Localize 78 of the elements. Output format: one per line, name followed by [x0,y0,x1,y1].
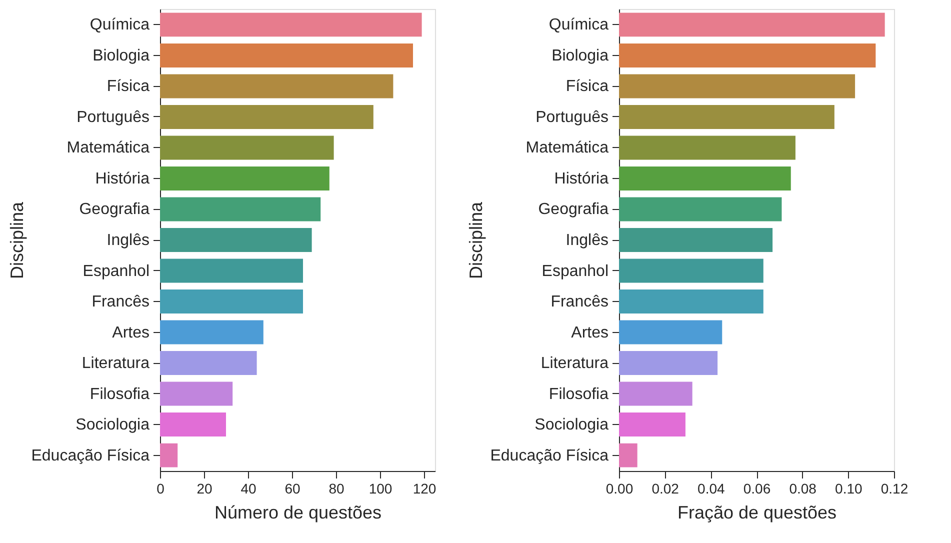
y-tick-label: Filosofia [548,386,609,403]
bar [619,351,718,376]
y-tick-label: Artes [571,324,608,342]
bar [160,320,264,344]
bar [619,12,885,37]
y-tick-label: Matemática [526,140,609,157]
bar [619,412,686,437]
bar [619,166,791,190]
x-tick-label: 0.04 [698,480,726,496]
x-tick-label: 0.00 [606,480,634,496]
y-tick-label: História [554,170,609,188]
y-tick-label: Francês [92,294,150,311]
bar [619,43,876,68]
x-axis-title: Número de questões [214,502,382,522]
bar [160,443,178,468]
y-tick-label: Sociologia [534,416,609,434]
y-tick-label: Filosofia [90,386,150,403]
bar [160,12,422,37]
bar [160,74,394,98]
bar [619,290,764,314]
y-tick-label: Literatura [82,355,150,372]
bar [160,197,321,222]
y-axis-title: Disciplina [466,201,486,280]
x-tick-label: 0.10 [835,480,863,496]
y-tick-label: Francês [550,294,608,311]
bar [619,74,856,98]
y-tick-label: Química [548,16,609,34]
bar [619,320,722,344]
bar [160,412,226,437]
x-tick-label: 0.12 [880,480,908,496]
x-tick-label: 0 [156,480,165,496]
bar [619,197,782,222]
x-tick-label: 20 [196,480,212,496]
y-tick-label: Biologia [92,47,150,64]
y-tick-label: Física [106,78,150,96]
x-axis-title: Fração de questões [677,502,837,522]
bar [619,382,692,406]
y-tick-label: Educação Física [490,447,609,464]
x-tick-label: 60 [284,480,300,496]
bar [160,104,374,129]
y-tick-label: Educação Física [31,447,150,464]
bar [160,166,330,190]
x-tick-label: 40 [240,480,256,496]
bar [160,290,303,314]
x-tick-label: 100 [368,480,392,496]
bar [160,351,257,376]
y-tick-label: Matemática [66,140,150,157]
x-tick-label: 80 [328,480,344,496]
y-tick-label: Física [566,78,609,96]
y-tick-label: Sociologia [76,416,150,434]
bar [619,258,764,283]
x-tick-label: 120 [412,480,436,496]
y-tick-label: Química [90,16,150,34]
y-tick-label: Inglês [106,232,150,249]
y-tick-label: Literatura [540,355,609,372]
x-tick-label: 0.02 [652,480,680,496]
bar [160,382,233,406]
bar [160,136,334,160]
bar [160,43,413,68]
y-tick-label: História [95,170,150,188]
y-tick-label: Geografia [79,201,150,218]
x-tick-label: 0.06 [743,480,771,496]
bar [160,258,303,283]
bar [619,228,773,252]
y-tick-label: Português [536,108,608,126]
bar [160,228,312,252]
bar [619,443,638,468]
y-tick-label: Espanhol [542,262,608,280]
bar [619,104,834,129]
y-tick-label: Espanhol [82,262,150,280]
y-tick-label: Artes [112,324,150,342]
y-tick-label: Geografia [538,201,609,218]
x-tick-label: 0.08 [789,480,817,496]
bar [619,136,796,160]
y-tick-label: Inglês [566,232,608,249]
y-tick-label: Biologia [552,47,609,64]
y-axis-title: Disciplina [7,201,28,280]
y-tick-label: Português [76,108,150,126]
